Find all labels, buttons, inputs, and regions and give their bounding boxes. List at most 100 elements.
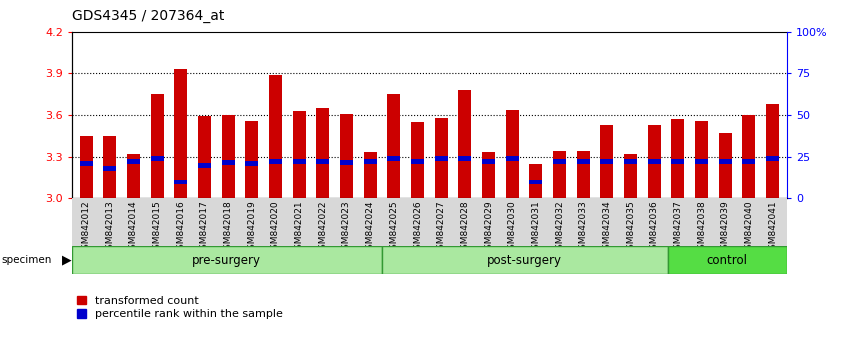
Text: GSM842039: GSM842039 [721,201,730,255]
Bar [151,94,163,198]
Bar [530,179,542,184]
Bar [459,90,471,198]
Bar [382,246,667,274]
Bar [411,159,424,164]
Bar [648,159,661,164]
Text: GSM842023: GSM842023 [342,201,351,255]
Text: control: control [706,254,748,267]
Bar [601,159,613,164]
Text: GSM842020: GSM842020 [271,201,280,255]
Bar [151,156,163,161]
Text: post-surgery: post-surgery [487,254,562,267]
Text: GSM842017: GSM842017 [200,201,209,255]
Bar [577,151,590,198]
Bar [80,136,92,198]
Text: GSM842031: GSM842031 [531,201,541,255]
Legend: transformed count, percentile rank within the sample: transformed count, percentile rank withi… [78,296,283,319]
Bar [174,69,187,198]
Text: GSM842013: GSM842013 [105,201,114,255]
Bar [364,153,376,198]
Bar [766,104,779,198]
Bar [245,161,258,166]
Bar [577,159,590,164]
Bar [695,121,708,198]
Text: GSM842026: GSM842026 [413,201,422,255]
Bar [316,159,329,164]
Bar [506,156,519,161]
Text: GSM842029: GSM842029 [484,201,493,255]
Text: GSM842028: GSM842028 [460,201,470,255]
Text: GSM842018: GSM842018 [223,201,233,255]
Text: GSM842041: GSM842041 [768,201,777,255]
Bar [340,114,353,198]
Bar [553,151,566,198]
Bar [672,159,684,164]
Text: GSM842040: GSM842040 [744,201,754,255]
Bar [435,156,448,161]
Text: GSM842025: GSM842025 [389,201,398,255]
Bar [695,159,708,164]
Bar [719,133,732,198]
Bar [411,122,424,198]
Text: GSM842038: GSM842038 [697,201,706,255]
Text: GSM842019: GSM842019 [247,201,256,255]
Text: GDS4345 / 207364_at: GDS4345 / 207364_at [72,9,224,23]
Bar [293,159,305,164]
Bar [269,159,282,164]
Text: specimen: specimen [2,255,52,265]
Bar [624,154,637,198]
Bar [387,156,400,161]
Text: GSM842036: GSM842036 [650,201,659,255]
Text: GSM842033: GSM842033 [579,201,588,255]
Bar [482,153,495,198]
Text: GSM842034: GSM842034 [602,201,612,255]
Text: GSM842027: GSM842027 [437,201,446,255]
Bar [601,125,613,198]
Text: GSM842032: GSM842032 [555,201,564,255]
Text: GSM842024: GSM842024 [365,201,375,255]
Bar [624,159,637,164]
Bar [198,163,211,168]
Bar [672,119,684,198]
Text: GSM842035: GSM842035 [626,201,635,255]
Bar [245,121,258,198]
Text: GSM842014: GSM842014 [129,201,138,255]
Bar [553,159,566,164]
Bar [80,161,92,166]
Bar [72,246,382,274]
Text: GSM842021: GSM842021 [294,201,304,255]
Bar [743,159,755,164]
Bar [743,115,755,198]
Bar [648,125,661,198]
Bar [174,179,187,184]
Text: GSM842030: GSM842030 [508,201,517,255]
Bar [103,166,116,171]
Bar [387,94,400,198]
Text: GSM842015: GSM842015 [152,201,162,255]
Text: pre-surgery: pre-surgery [192,254,261,267]
Bar [435,118,448,198]
Bar [127,154,140,198]
Bar [719,159,732,164]
Text: ▶: ▶ [62,254,71,267]
Bar [530,164,542,198]
Bar [222,115,234,198]
Bar [506,109,519,198]
Bar [316,108,329,198]
Bar [364,159,376,164]
Text: GSM842022: GSM842022 [318,201,327,255]
Bar [269,75,282,198]
Bar [459,156,471,161]
Bar [198,116,211,198]
Bar [103,136,116,198]
Text: GSM842037: GSM842037 [673,201,683,255]
Bar [766,156,779,161]
Bar [293,111,305,198]
Bar [222,160,234,165]
Bar [482,159,495,164]
Bar [127,159,140,164]
Text: GSM842016: GSM842016 [176,201,185,255]
Bar [667,246,787,274]
Bar [340,160,353,165]
Text: GSM842012: GSM842012 [81,201,91,255]
